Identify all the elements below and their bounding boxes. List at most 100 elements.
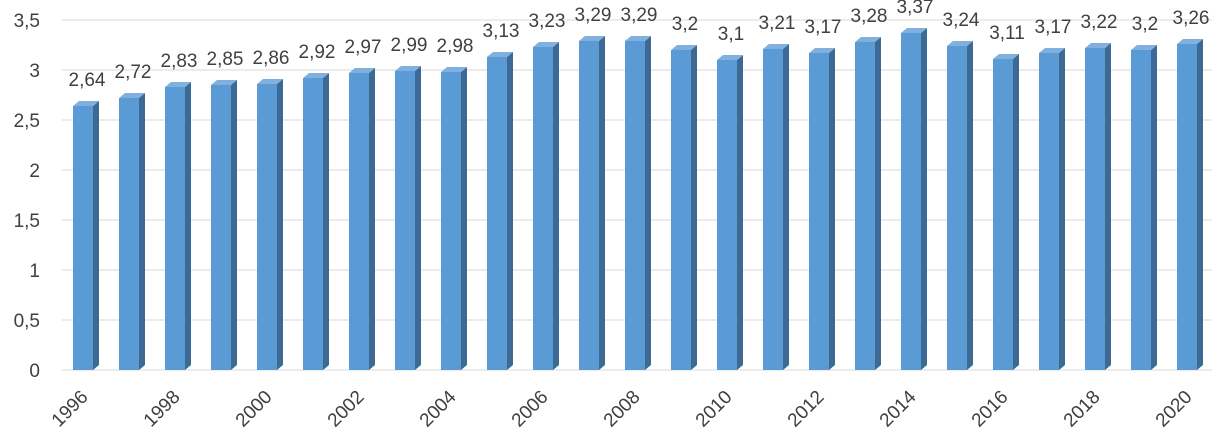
bar-top xyxy=(1039,48,1065,53)
bar-front xyxy=(349,73,369,370)
bar-top xyxy=(1177,39,1203,44)
bar-front xyxy=(165,87,185,370)
bar-front xyxy=(533,47,553,370)
bar-front xyxy=(855,42,875,370)
data-label: 3,26 xyxy=(1173,8,1210,29)
bar-front xyxy=(257,84,277,370)
data-label: 3,2 xyxy=(1132,14,1158,35)
data-label: 2,83 xyxy=(161,51,198,72)
bar-top xyxy=(579,36,605,41)
bar-front xyxy=(303,78,323,370)
bar-front xyxy=(441,72,461,370)
bar-side xyxy=(1197,39,1203,370)
data-label: 3,37 xyxy=(897,0,934,18)
y-tick-label: 3,5 xyxy=(14,11,40,32)
data-label: 3,2 xyxy=(672,14,698,35)
bar-1996 xyxy=(73,101,99,370)
bar-2005 xyxy=(487,52,513,370)
data-label: 3,24 xyxy=(943,10,980,31)
bar-top xyxy=(947,41,973,46)
bar-top xyxy=(303,73,329,78)
bar-side xyxy=(553,42,559,370)
bar-front xyxy=(211,85,231,370)
bar-front xyxy=(395,71,415,370)
bar-side xyxy=(691,45,697,370)
bar-top xyxy=(73,101,99,106)
bar-2006 xyxy=(533,42,559,370)
bar-2012 xyxy=(809,48,835,370)
bar-front xyxy=(901,33,921,370)
x-tick-label: 2012 xyxy=(784,387,829,432)
data-label: 3,17 xyxy=(805,17,842,38)
data-label: 3,1 xyxy=(718,24,744,45)
y-tick-label: 2,5 xyxy=(14,111,40,132)
x-tick-label: 2016 xyxy=(968,387,1013,432)
bar-front xyxy=(119,98,139,370)
bar-top xyxy=(1085,43,1111,48)
data-label: 2,72 xyxy=(115,62,152,83)
y-tick-label: 0 xyxy=(29,361,40,382)
bar-top xyxy=(119,93,145,98)
bar-top xyxy=(487,52,513,57)
bar-2013 xyxy=(855,37,881,370)
data-label: 2,98 xyxy=(437,36,474,57)
bar-side xyxy=(1105,43,1111,370)
bar-side xyxy=(93,101,99,370)
bar-2001 xyxy=(303,73,329,370)
bar-top xyxy=(671,45,697,50)
bar-top xyxy=(763,44,789,49)
bar-2017 xyxy=(1039,48,1065,370)
y-axis-tick-labels: 0 0,5 1 1,5 2 2,5 3 3,5 xyxy=(14,11,40,382)
bar-side xyxy=(921,28,927,370)
bar-2003 xyxy=(395,66,421,370)
bar-2000 xyxy=(257,79,283,370)
bar-front xyxy=(625,41,645,370)
data-label: 3,11 xyxy=(989,23,1025,44)
bars xyxy=(73,28,1203,370)
x-tick-label: 2004 xyxy=(416,386,461,431)
data-labels: 2,64 2,722,83 2,85 2,86 2,92 2,97 2,99 2,983,13… xyxy=(69,0,1210,91)
bar-2014 xyxy=(901,28,927,370)
bar-front xyxy=(717,60,737,370)
data-label: 3,22 xyxy=(1081,12,1118,33)
data-label: 3,21 xyxy=(759,13,796,34)
bar-top xyxy=(901,28,927,33)
bar-1998 xyxy=(165,82,191,370)
bar-side xyxy=(507,52,513,370)
bar-side xyxy=(277,79,283,370)
x-tick-label: 2020 xyxy=(1152,387,1197,432)
bar-front xyxy=(763,49,783,370)
bar-top xyxy=(165,82,191,87)
bar-side xyxy=(875,37,881,370)
bar-top xyxy=(349,68,375,73)
bar-1997 xyxy=(119,93,145,370)
y-tick-label: 1,5 xyxy=(14,211,40,232)
bar-side xyxy=(1013,54,1019,370)
bar-side xyxy=(139,93,145,370)
bar-2018 xyxy=(1085,43,1111,370)
bar-2002 xyxy=(349,68,375,370)
bar-side xyxy=(461,67,467,370)
bar-front xyxy=(1177,44,1197,370)
bar-side xyxy=(645,36,651,370)
bar-top xyxy=(717,55,743,60)
bar-2009 xyxy=(671,45,697,370)
bar-top xyxy=(441,67,467,72)
data-label: 3,29 xyxy=(575,5,612,26)
bar-top xyxy=(211,80,237,85)
bar-side xyxy=(185,82,191,370)
y-tick-label: 3 xyxy=(29,61,40,82)
bar-top xyxy=(809,48,835,53)
bar-side xyxy=(783,44,789,370)
bar-side xyxy=(1151,45,1157,370)
bar-top xyxy=(993,54,1019,59)
bar-2016 xyxy=(993,54,1019,370)
bar-front xyxy=(1131,50,1151,370)
data-label: 3,13 xyxy=(483,21,520,42)
bar-side xyxy=(415,66,421,370)
bar-2004 xyxy=(441,67,467,370)
x-axis-tick-labels: 1996 1998 2000 2002 2004 2006 2008 2010 2012 2014… xyxy=(48,386,1197,431)
bar-1999 xyxy=(211,80,237,370)
